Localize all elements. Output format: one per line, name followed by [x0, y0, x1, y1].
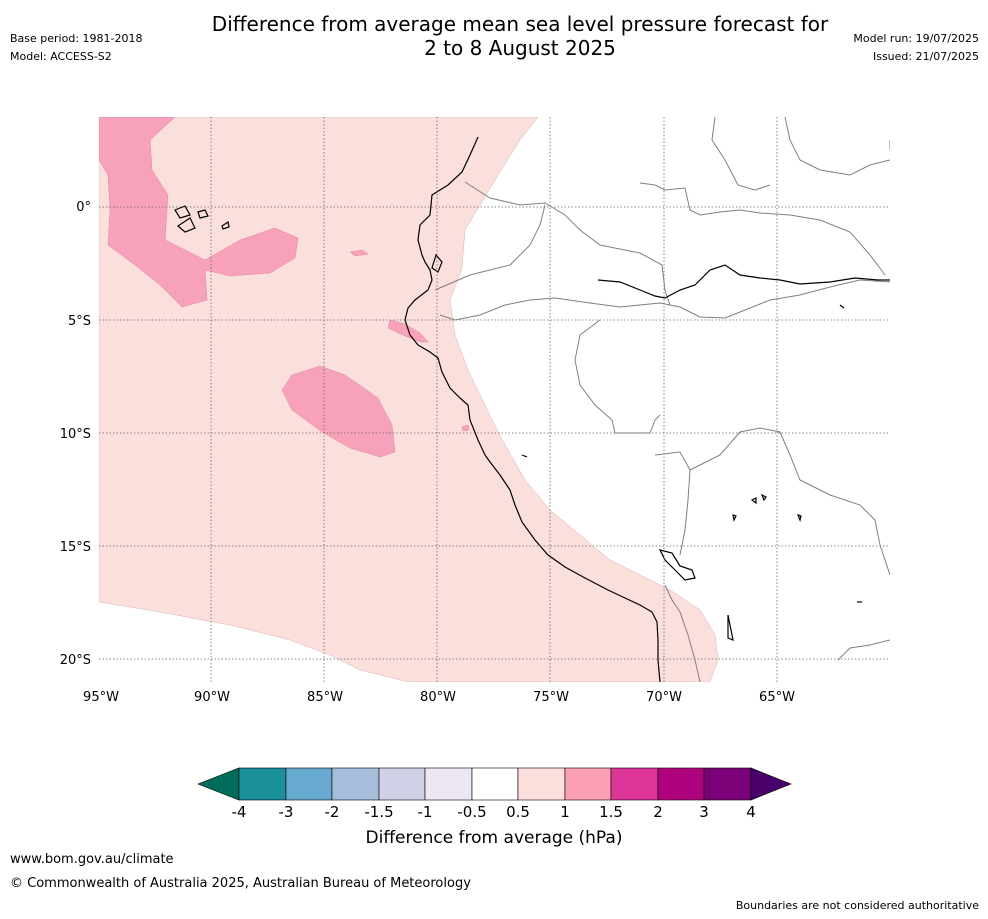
coastlines — [174, 136, 890, 682]
colorbar-tick-labels: -4 -3 -2 -1.5 -1 -0.5 0.5 1 1.5 2 3 4 — [232, 803, 756, 821]
lon-tick-label: 95°W — [83, 690, 119, 705]
map-plot-area — [99, 117, 890, 682]
colorbar-tick-label: 1 — [560, 803, 570, 821]
model-run-text: Model run: 19/07/2025 — [853, 32, 979, 45]
colorbar-tick-label: -0.5 — [457, 803, 486, 821]
footer-disclaimer: Boundaries are not considered authoritat… — [735, 899, 979, 912]
colorbar-tick-label: -2 — [325, 803, 340, 821]
anomaly-region-1-to-1-5 — [387, 319, 429, 343]
colorbar-segment — [378, 767, 426, 801]
lat-tick-label: 0° — [76, 200, 91, 215]
colorbar-segment — [238, 767, 287, 801]
gridlines — [99, 117, 890, 682]
lon-tick-label: 90°W — [194, 690, 230, 705]
colorbar-segment — [285, 767, 333, 801]
colorbar-segment — [424, 767, 473, 801]
title-line-1: Difference from average mean sea level p… — [211, 12, 829, 36]
lat-tick-labels: 0° 5°S 10°S 15°S 20°S — [60, 200, 91, 668]
lon-tick-labels: 95°W 90°W 85°W 80°W 75°W 70°W 65°W — [83, 690, 795, 705]
colorbar-extend-high — [750, 767, 792, 801]
issued-text: Issued: 21/07/2025 — [872, 50, 979, 63]
colorbar-tick-label: -4 — [232, 803, 247, 821]
page-title: Difference from average mean sea level p… — [150, 12, 890, 60]
colorbar-tick-label: 1.5 — [599, 803, 623, 821]
lon-tick-label: 85°W — [307, 690, 343, 705]
colorbar-tick-label: -3 — [279, 803, 294, 821]
colorbar-segment — [564, 767, 612, 801]
anomaly-region-1-to-1-5 — [461, 424, 470, 432]
colorbar-segment — [657, 767, 705, 801]
anomaly-region-1-to-1-5 — [99, 117, 299, 308]
lon-tick-label: 75°W — [533, 690, 569, 705]
title-line-2: 2 to 8 August 2025 — [424, 36, 616, 60]
colorbar-segment — [331, 767, 380, 801]
lat-tick-label: 5°S — [68, 314, 91, 329]
lon-tick-label: 80°W — [420, 690, 456, 705]
colorbar-segment — [471, 767, 519, 801]
lat-tick-label: 15°S — [60, 540, 91, 555]
meta-right: Model run: 19/07/2025 Issued: 21/07/2025 — [853, 32, 979, 68]
model-text: Model: ACCESS-S2 — [10, 50, 112, 63]
colorbar-tick-label: 4 — [746, 803, 756, 821]
country-borders — [434, 117, 890, 682]
lon-tick-label: 65°W — [759, 690, 795, 705]
footer-url[interactable]: www.bom.gov.au/climate — [10, 852, 174, 867]
colorbar-tick-label: -1 — [418, 803, 433, 821]
colorbar-extend-low — [197, 767, 240, 801]
lon-tick-label: 70°W — [646, 690, 682, 705]
colorbar-tick-label: -1.5 — [364, 803, 393, 821]
colorbar-tick-label: 0.5 — [506, 803, 530, 821]
colorbar-title: Difference from average (hPa) — [366, 828, 623, 848]
colorbar-tick-label: 2 — [653, 803, 663, 821]
colorbar: -4 -3 -2 -1.5 -1 -0.5 0.5 1 1.5 2 3 4 Di… — [197, 767, 792, 848]
lat-tick-label: 10°S — [60, 427, 91, 442]
colorbar-segment — [703, 767, 752, 801]
lat-tick-label: 20°S — [60, 653, 91, 668]
footer-copyright: © Commonwealth of Australia 2025, Austra… — [10, 876, 471, 891]
colorbar-tick-label: 3 — [699, 803, 709, 821]
anomaly-region-1-to-1-5 — [349, 249, 369, 257]
anomaly-region-1-to-1-5 — [281, 365, 396, 458]
colorbar-segment — [610, 767, 659, 801]
meta-left: Base period: 1981-2018 Model: ACCESS-S2 — [10, 32, 142, 68]
base-period-text: Base period: 1981-2018 — [10, 32, 143, 45]
colorbar-segment — [517, 767, 566, 801]
anomaly-region-0-5-to-1 — [99, 117, 719, 682]
